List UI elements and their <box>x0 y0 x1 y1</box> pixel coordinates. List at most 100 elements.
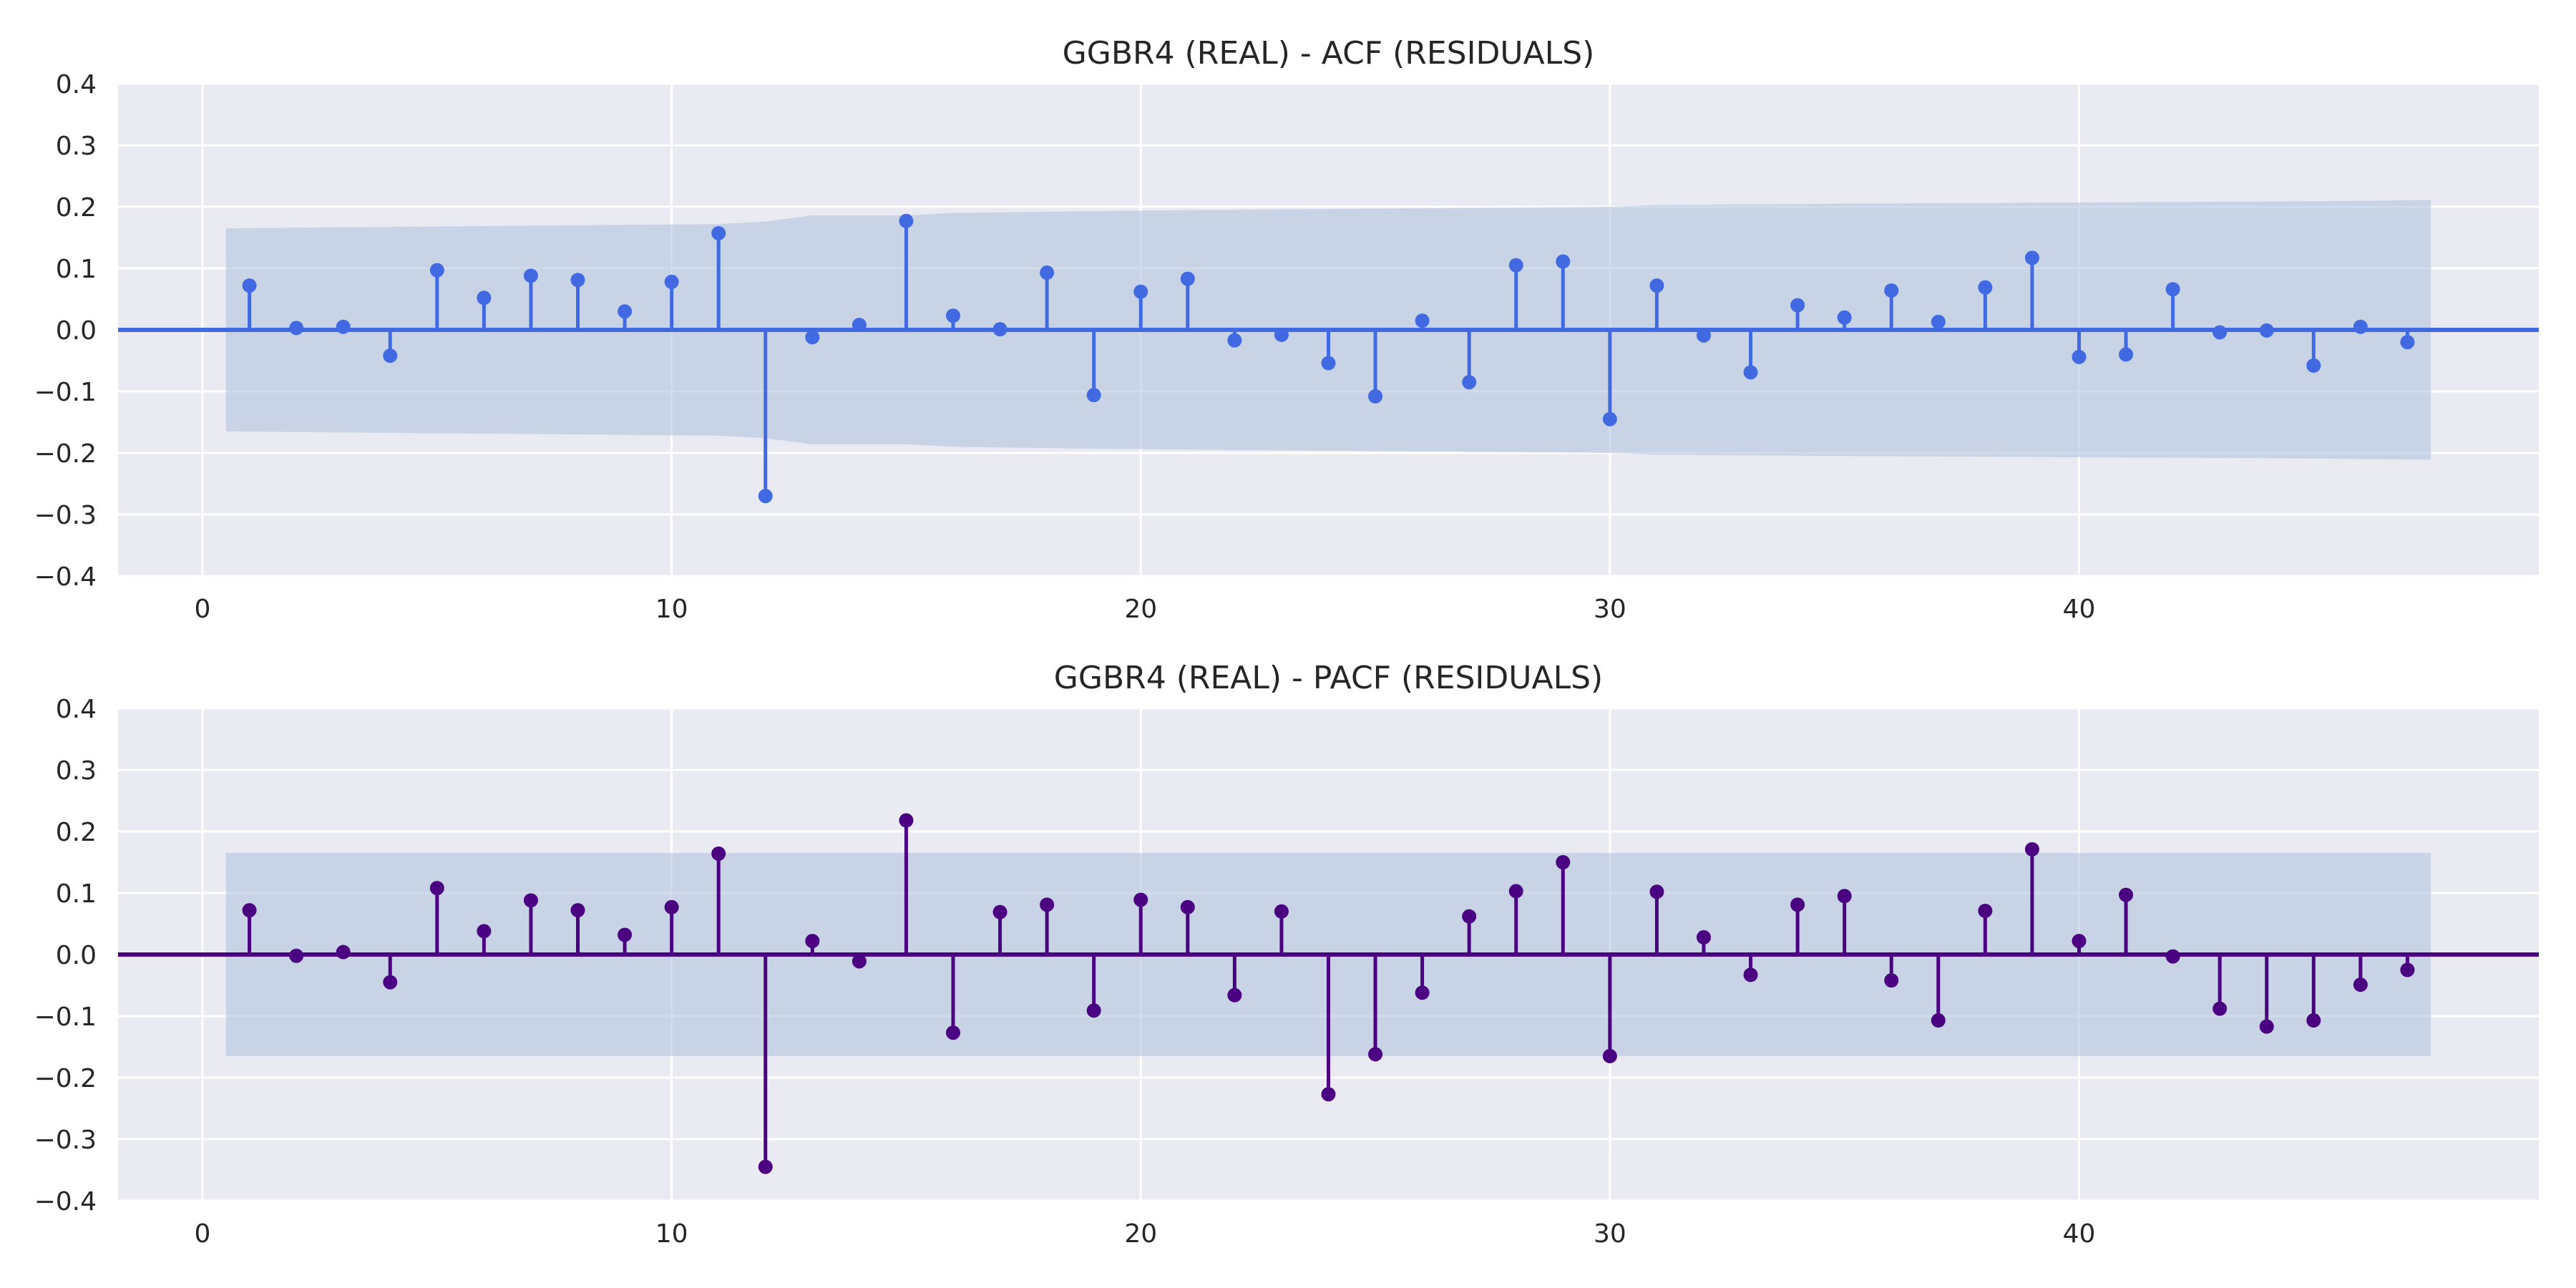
pacf-x-tick-label: 0 <box>195 1219 211 1249</box>
pacf-point <box>1743 967 1758 982</box>
acf-point <box>2353 319 2368 334</box>
pacf-y-tick-label: 0.4 <box>56 695 97 724</box>
acf-point <box>1602 411 1617 426</box>
pacf-point <box>899 813 914 828</box>
pacf-y-tick-label: −0.3 <box>34 1126 97 1155</box>
acf-y-tick-label: 0.1 <box>56 255 97 284</box>
pacf-point <box>758 1159 773 1174</box>
pacf-point <box>1837 889 1852 904</box>
acf-point <box>336 319 351 334</box>
pacf-x-tick-label: 30 <box>1594 1219 1626 1249</box>
pacf-point <box>2072 934 2087 949</box>
pacf-point <box>2353 977 2368 992</box>
pacf-y-tick-labels: −0.4 −0.3 −0.2 −0.1 0.0 0.1 0.2 0.3 0.4 <box>34 695 97 1216</box>
acf-point <box>805 330 820 345</box>
acf-point <box>429 263 444 278</box>
acf-point <box>1837 310 1852 325</box>
acf-point <box>1180 271 1195 286</box>
acf-point <box>1790 298 1805 313</box>
pacf-point <box>852 954 867 969</box>
acf-point <box>1227 333 1242 348</box>
acf-point <box>2024 250 2039 265</box>
pacf-point <box>992 904 1008 919</box>
pacf-point <box>805 934 820 949</box>
acf-point <box>1743 365 1758 380</box>
acf-stems <box>242 213 2415 504</box>
acf-point <box>1321 356 1336 371</box>
acf-x-tick-label: 40 <box>2063 595 2096 624</box>
pacf-point <box>1368 1047 1383 1062</box>
pacf-point <box>477 924 492 939</box>
pacf-point <box>1321 1087 1336 1102</box>
pacf-point <box>2165 949 2180 964</box>
acf-point <box>618 304 633 319</box>
acf-y-tick-labels: −0.4 −0.3 −0.2 −0.1 0.0 0.1 0.2 0.3 0.4 <box>34 70 97 592</box>
pacf-point <box>664 899 679 914</box>
acf-point <box>1462 375 1477 390</box>
pacf-point <box>1086 1003 1101 1018</box>
acf-point <box>1931 314 1946 329</box>
acf-x-tick-labels: 0 10 20 30 40 <box>195 595 2096 624</box>
pacf-point <box>242 903 257 918</box>
acf-point <box>1086 388 1101 403</box>
acf-point <box>2259 323 2274 338</box>
pacf-point <box>1649 884 1664 899</box>
acf-y-tick-label: −0.1 <box>34 378 97 407</box>
acf-point <box>1649 278 1664 293</box>
acf-point <box>2072 349 2087 364</box>
pacf-point <box>1884 973 1899 988</box>
pacf-point <box>1931 1013 1946 1028</box>
acf-point <box>992 322 1008 337</box>
acf-point <box>2306 358 2321 373</box>
acf-point <box>1133 284 1148 299</box>
pacf-point <box>1180 899 1195 914</box>
acf-x-tick-label: 30 <box>1594 595 1626 624</box>
pacf-point <box>1040 897 1055 912</box>
acf-point <box>946 308 961 323</box>
acf-y-tick-label: 0.2 <box>56 193 97 223</box>
pacf-point <box>1274 904 1289 919</box>
pacf-point <box>1508 884 1523 899</box>
pacf-y-tick-label: 0.0 <box>56 941 97 970</box>
acf-point <box>1040 265 1055 280</box>
pacf-point <box>1133 892 1148 907</box>
pacf-point <box>2024 841 2039 857</box>
acf-point <box>289 321 304 336</box>
acf-point <box>1274 327 1289 342</box>
pacf-stems <box>242 813 2415 1174</box>
acf-y-tick-label: 0.3 <box>56 132 97 161</box>
pacf-point <box>1978 903 1993 918</box>
acf-point <box>383 348 398 364</box>
acf-point <box>664 274 679 289</box>
acf-point <box>1508 258 1523 273</box>
acf-point <box>1696 328 1711 343</box>
pacf-point <box>946 1025 961 1040</box>
pacf-point <box>618 927 633 942</box>
pacf-y-tick-label: −0.1 <box>34 1002 97 1032</box>
pacf-point <box>383 975 398 990</box>
pacf-y-tick-label: −0.4 <box>34 1187 97 1216</box>
pacf-y-tick-label: 0.2 <box>56 818 97 847</box>
pacf-point <box>1602 1048 1617 1063</box>
acf-y-tick-label: −0.3 <box>34 501 97 530</box>
pacf-point <box>1556 855 1571 869</box>
acf-point <box>242 278 257 293</box>
acf-point <box>570 273 585 288</box>
acf-point <box>1368 389 1383 404</box>
acf-point <box>1978 280 1993 295</box>
pacf-point <box>1790 897 1805 912</box>
acf-point <box>2400 335 2415 350</box>
acf-point <box>852 318 867 333</box>
pacf-y-tick-label: −0.2 <box>34 1064 97 1093</box>
pacf-point <box>2259 1019 2274 1034</box>
acf-point <box>477 291 492 306</box>
pacf-point <box>570 903 585 918</box>
pacf-point <box>2306 1013 2321 1028</box>
pacf-point <box>2212 1001 2228 1016</box>
pacf-point <box>1415 985 1430 1000</box>
pacf-point <box>711 846 726 861</box>
pacf-point <box>2400 962 2415 977</box>
acf-x-tick-label: 10 <box>655 595 688 624</box>
pacf-point <box>429 881 444 896</box>
